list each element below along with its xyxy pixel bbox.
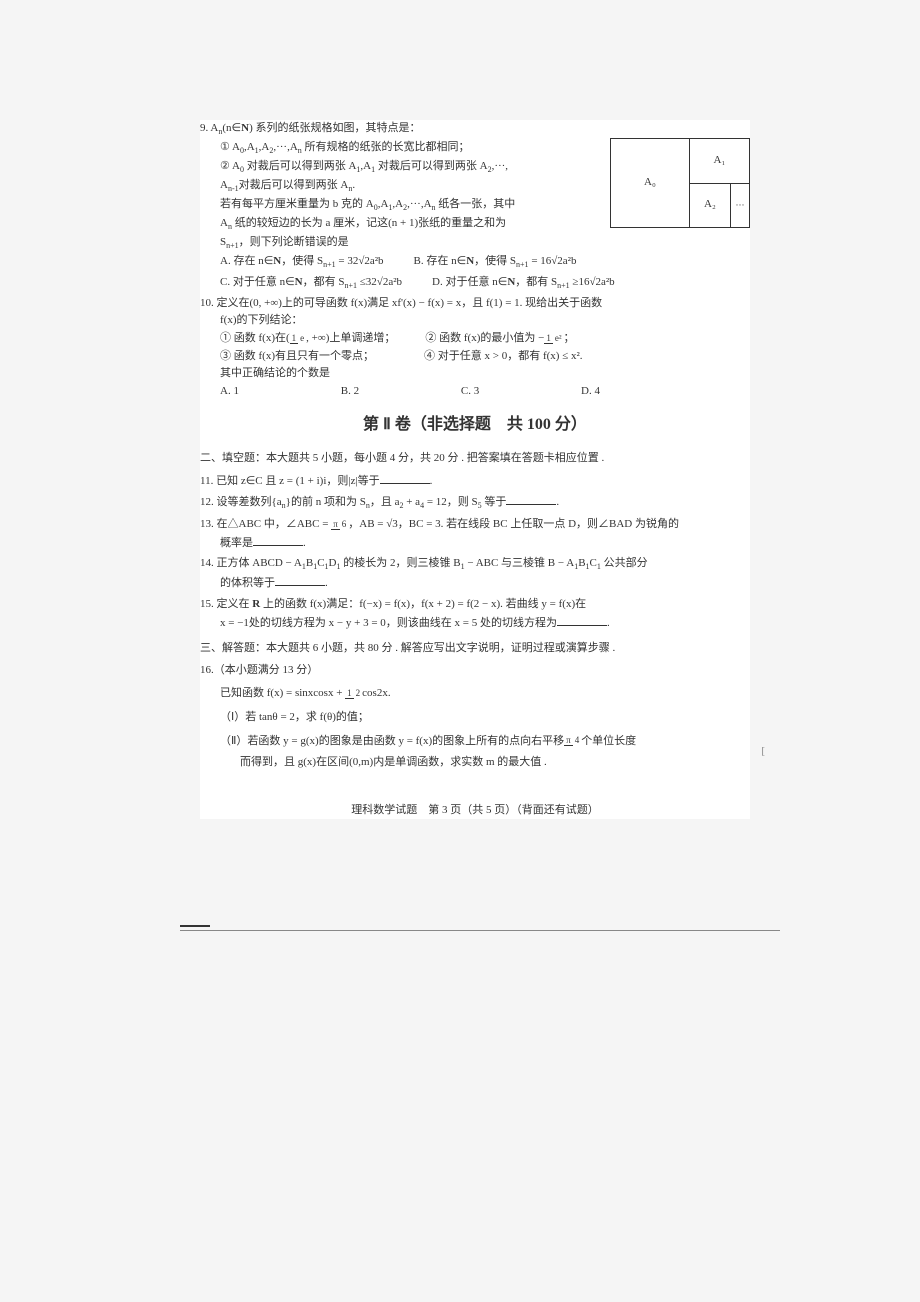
q9-intro-text: An(n∈N) 系列的纸张规格如图，其特点是： xyxy=(210,122,420,134)
exam-page: 9. An(n∈N) 系列的纸张规格如图，其特点是： ① A0,A1,A2,··… xyxy=(200,120,750,819)
q13-line2: 概率是. xyxy=(200,534,750,553)
q14-line2: 的体积等于. xyxy=(200,574,750,593)
blank xyxy=(275,574,325,586)
q16-part1: （Ⅰ）若 tanθ = 2，求 f(θ)的值； xyxy=(200,709,750,727)
q13-line1: 13. 在△ABC 中，∠ABC = π6，AB = √3，BC = 3. 若在… xyxy=(200,516,750,534)
q9-options: A. 存在 n∈N，使得 Sn+1 = 32√2a²b B. 存在 n∈N，使得… xyxy=(200,253,750,293)
edge-mark xyxy=(180,925,210,927)
q11-text: 11. 已知 z∈C 且 z = (1 + i)i，则|z|等于 xyxy=(200,475,380,487)
q9-line3: An-1对裁后可以得到两张 An. xyxy=(200,177,550,196)
diagram-a2: A₂ xyxy=(690,184,731,228)
q10-options: A. 1 B. 2 C. 3 D. 4 xyxy=(200,383,600,401)
diagram-r2: A₂ ··· xyxy=(690,184,749,228)
question-13: 13. 在△ABC 中，∠ABC = π6，AB = √3，BC = 3. 若在… xyxy=(200,516,750,552)
question-12: 12. 设等差数列{an}的前 n 项和为 Sn，且 a2 + a4 = 12，… xyxy=(200,493,750,513)
q9-line4: 若有每平方厘米重量为 b 克的 A0,A1,A2,···,An 纸各一张，其中 xyxy=(200,196,550,215)
question-10: 10. 定义在(0, +∞)上的可导函数 f(x)满足 xf'(x) − f(x… xyxy=(200,295,750,401)
question-11: 11. 已知 z∈C 且 z = (1 + i)i，则|z|等于. xyxy=(200,472,750,491)
subsection-2: 二、填空题：本大题共 5 小题，每小题 4 分，共 20 分 . 把答案填在答题… xyxy=(200,450,750,468)
side-mark: [ xyxy=(761,745,765,757)
question-9: 9. An(n∈N) 系列的纸张规格如图，其特点是： ① A0,A1,A2,··… xyxy=(200,120,750,293)
q10-optC: C. 3 xyxy=(461,383,479,401)
diagram-a1: A₁ xyxy=(690,139,749,184)
q9-line5: An 纸的较短边的长为 a 厘米，记这(n + 1)张纸的重量之和为 xyxy=(200,215,550,234)
blank xyxy=(253,534,303,546)
question-15: 15. 定义在 R 上的函数 f(x)满足：f(−x) = f(x)，f(x +… xyxy=(200,596,750,632)
q10-intro: 10. 定义在(0, +∞)上的可导函数 f(x)满足 xf'(x) − f(x… xyxy=(200,295,750,313)
diagram-dots: ··· xyxy=(731,184,749,228)
subsection-3: 三、解答题：本大题共 6 小题，共 80 分 . 解答应写出文字说明，证明过程或… xyxy=(200,640,750,658)
q16-given: 已知函数 f(x) = sinxcosx + 12cos2x. xyxy=(200,685,750,703)
q10-num: 10. xyxy=(200,297,214,309)
q16-head: 16.（本小题满分 13 分） xyxy=(200,662,750,680)
page-boundary xyxy=(180,930,780,931)
q9-optA: A. 存在 n∈N，使得 Sn+1 = 32√2a²b xyxy=(220,253,384,272)
q9-num: 9. xyxy=(200,122,208,134)
q9-line1: ① A0,A1,A2,···,An 所有规格的纸张的长宽比都相同； xyxy=(200,139,550,158)
q9-line2: ② A0 对裁后可以得到两张 A1,A1 对裁后可以得到两张 A2,···, xyxy=(200,158,550,177)
q10-stmts-34: ③ 函数 f(x)有且只有一个零点； ④ 对于任意 x > 0，都有 f(x) … xyxy=(200,348,750,366)
q9-body: 9. An(n∈N) 系列的纸张规格如图，其特点是： ① A0,A1,A2,··… xyxy=(200,120,550,253)
blank xyxy=(557,614,607,626)
diagram-a0: A₀ xyxy=(611,139,690,227)
q9-line6: Sn+1，则下列论断错误的是 xyxy=(200,234,550,253)
q16-part2a: （Ⅱ）若函数 y = g(x)的图象是由函数 y = f(x)的图象上所有的点向… xyxy=(200,733,750,751)
blank xyxy=(380,472,430,484)
q10-line5: 其中正确结论的个数是 xyxy=(200,365,750,383)
q16-part2b: 而得到，且 g(x)在区间(0,m)内是单调函数，求实数 m 的最大值 . xyxy=(200,754,750,772)
q10-s2: ② 函数 f(x)的最小值为 −1e²； xyxy=(425,330,574,348)
q15-line1: 15. 定义在 R 上的函数 f(x)满足：f(−x) = f(x)，f(x +… xyxy=(200,596,750,614)
q10-stmts-12: ① 函数 f(x)在(1e, +∞)上单调递增； ② 函数 f(x)的最小值为 … xyxy=(200,330,750,348)
question-16: 16.（本小题满分 13 分） 已知函数 f(x) = sinxcosx + 1… xyxy=(200,662,750,772)
q10-line2: f(x)的下列结论： xyxy=(200,312,750,330)
q9-optC: C. 对于任意 n∈N，都有 Sn+1 ≤32√2a²b xyxy=(220,274,402,293)
q9-optB: B. 存在 n∈N，使得 Sn+1 = 16√2a²b xyxy=(414,253,577,272)
q9-intro: 9. An(n∈N) 系列的纸张规格如图，其特点是： xyxy=(200,120,550,139)
q10-s4: ④ 对于任意 x > 0，都有 f(x) ≤ x². xyxy=(424,348,583,366)
q10-optB: B. 2 xyxy=(341,383,359,401)
q14-line1: 14. 正方体 ABCD − A1B1C1D1 的棱长为 2，则三棱锥 B1 −… xyxy=(200,555,750,574)
blank xyxy=(506,493,556,505)
q9-optD: D. 对于任意 n∈N，都有 Sn+1 ≥16√2a²b xyxy=(432,274,615,293)
q10-s3: ③ 函数 f(x)有且只有一个零点； xyxy=(220,348,374,366)
q10-optA: A. 1 xyxy=(220,383,239,401)
q15-line2: x = −1处的切线方程为 x − y + 3 = 0，则该曲线在 x = 5 … xyxy=(200,614,750,633)
diagram-right: A₁ A₂ ··· xyxy=(690,139,749,227)
paper-diagram: A₀ A₁ A₂ ··· xyxy=(610,138,750,228)
section-2-title: 第 Ⅱ 卷（非选择题 共 100 分） xyxy=(200,412,750,438)
page-footer: 理科数学试题 第 3 页（共 5 页）（背面还有试题） xyxy=(200,802,750,820)
q10-s1: ① 函数 f(x)在(1e, +∞)上单调递增； xyxy=(220,330,395,348)
question-14: 14. 正方体 ABCD − A1B1C1D1 的棱长为 2，则三棱锥 B1 −… xyxy=(200,555,750,593)
q10-optD: D. 4 xyxy=(581,383,600,401)
